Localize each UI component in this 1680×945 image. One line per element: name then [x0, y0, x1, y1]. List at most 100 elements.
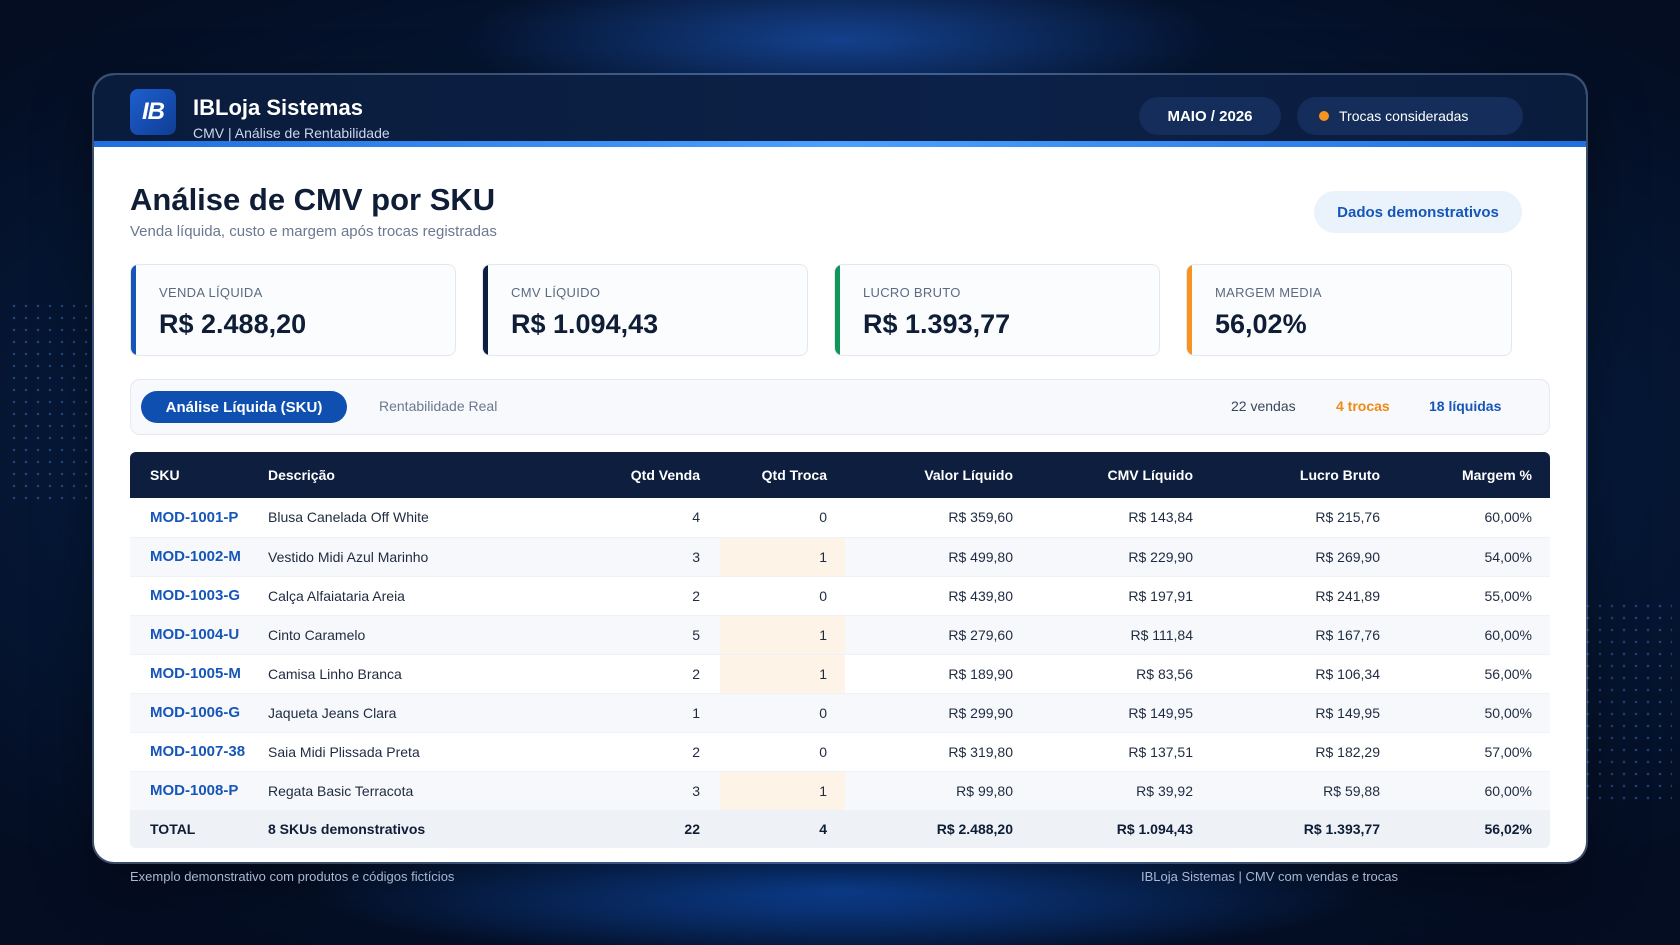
page-title: Análise de CMV por SKU [130, 182, 496, 217]
cell-lucro-bruto: R$ 59,88 [1213, 771, 1400, 811]
table-total-row: TOTAL 8 SKUs demonstrativos 22 4 R$ 2.488,20… [130, 810, 1550, 848]
trocas-status-pill[interactable]: Trocas consideradas [1297, 97, 1523, 135]
cell-descricao: Jaqueta Jeans Clara [264, 693, 570, 733]
cell-qtd-venda: 5 [570, 615, 720, 655]
kpi-card-venda-liquida: VENDA LÍQUIDA R$ 2.488,20 [130, 264, 456, 356]
kpi-accent-bar [131, 265, 136, 355]
cell-sku: TOTAL [130, 810, 264, 848]
cell-valor-liquido: R$ 359,60 [845, 498, 1033, 538]
cell-sku[interactable]: MOD-1005-M [130, 654, 264, 694]
cell-qtd-venda: 1 [570, 693, 720, 733]
sku-table-container: SKU Descrição Qtd Venda Qtd Troca Valor … [130, 452, 1550, 848]
kpi-label: CMV LÍQUIDO [511, 285, 601, 300]
cell-lucro-bruto: R$ 241,89 [1213, 576, 1400, 616]
cell-cmv-liquido: R$ 39,92 [1033, 771, 1213, 811]
tab-rentabilidade-real[interactable]: Rentabilidade Real [379, 398, 498, 414]
footer-disclaimer: Exemplo demonstrativo com produtos e cód… [130, 869, 455, 884]
kpi-card-cmv-liquido: CMV LÍQUIDO R$ 1.094,43 [482, 264, 808, 356]
cell-descricao: Calça Alfaiataria Areia [264, 576, 570, 616]
kpi-label: MARGEM MEDIA [1215, 285, 1322, 300]
cell-margem: 55,00% [1400, 576, 1550, 616]
col-header-qtd-troca[interactable]: Qtd Troca [761, 467, 827, 483]
cell-sku[interactable]: MOD-1002-M [130, 537, 264, 577]
tab-analise-liquida[interactable]: Análise Líquida (SKU) [141, 391, 347, 423]
cell-qtd-venda: 2 [570, 576, 720, 616]
cell-qtd-troca: 1 [720, 771, 845, 811]
kpi-label: VENDA LÍQUIDA [159, 285, 263, 300]
cell-margem: 60,00% [1400, 498, 1550, 538]
col-header-qtd-venda[interactable]: Qtd Venda [630, 467, 700, 483]
table-row[interactable]: MOD-1006-G Jaqueta Jeans Clara 1 0 R$ 299,90… [130, 693, 1550, 733]
col-header-lucro-bruto[interactable]: Lucro Bruto [1299, 467, 1380, 483]
cell-valor-liquido: R$ 2.488,20 [845, 810, 1033, 848]
cell-sku[interactable]: MOD-1007-38 [130, 732, 264, 772]
cell-valor-liquido: R$ 99,80 [845, 771, 1033, 811]
cell-lucro-bruto: R$ 167,76 [1213, 615, 1400, 655]
brand-name: IBLoja Sistemas [193, 95, 363, 120]
table-row[interactable]: MOD-1007-38 Saia Midi Plissada Preta 2 0 R$ … [130, 732, 1550, 772]
dashboard-card: IB IBLoja Sistemas CMV | Análise de Rent… [94, 75, 1586, 862]
cell-descricao: Blusa Canelada Off White [264, 498, 570, 538]
demo-data-badge[interactable]: Dados demonstrativos [1314, 191, 1522, 233]
table-row[interactable]: MOD-1001-P Blusa Canelada Off White 4 0 R$ 3… [130, 498, 1550, 538]
table-row[interactable]: MOD-1002-M Vestido Midi Azul Marinho 3 1 R$ … [130, 537, 1550, 577]
cell-sku[interactable]: MOD-1008-P [130, 771, 264, 811]
footer-credit: IBLoja Sistemas | CMV com vendas e troca… [1141, 869, 1398, 884]
col-header-sku[interactable]: SKU [150, 467, 180, 483]
cell-cmv-liquido: R$ 1.094,43 [1033, 810, 1213, 848]
cell-qtd-venda: 22 [570, 810, 720, 848]
count-trocas: 4 trocas [1336, 398, 1390, 414]
cell-descricao: Vestido Midi Azul Marinho [264, 537, 570, 577]
cell-descricao: Regata Basic Terracota [264, 771, 570, 811]
cell-sku[interactable]: MOD-1006-G [130, 693, 264, 733]
cell-cmv-liquido: R$ 143,84 [1033, 498, 1213, 538]
cell-qtd-venda: 3 [570, 771, 720, 811]
cell-sku[interactable]: MOD-1001-P [130, 498, 264, 538]
brand-subtitle: CMV | Análise de Rentabilidade [193, 125, 390, 141]
cell-descricao: 8 SKUs demonstrativos [264, 810, 570, 848]
cell-qtd-venda: 2 [570, 732, 720, 772]
page-subtitle: Venda líquida, custo e margem após troca… [130, 223, 497, 240]
cell-qtd-troca: 4 [720, 810, 845, 848]
col-header-descricao[interactable]: Descrição [268, 467, 335, 483]
kpi-value: R$ 1.393,77 [863, 309, 1011, 339]
app-header: IB IBLoja Sistemas CMV | Análise de Rent… [94, 75, 1586, 147]
analysis-tabs-bar: Análise Líquida (SKU) Rentabilidade Real… [130, 379, 1550, 435]
cell-lucro-bruto: R$ 106,34 [1213, 654, 1400, 694]
cell-valor-liquido: R$ 499,80 [845, 537, 1033, 577]
cell-lucro-bruto: R$ 149,95 [1213, 693, 1400, 733]
cell-valor-liquido: R$ 319,80 [845, 732, 1033, 772]
cell-cmv-liquido: R$ 83,56 [1033, 654, 1213, 694]
col-header-margem[interactable]: Margem % [1461, 467, 1532, 483]
table-row[interactable]: MOD-1004-U Cinto Caramelo 5 1 R$ 279,60 R$ 11… [130, 615, 1550, 655]
cell-descricao: Camisa Linho Branca [264, 654, 570, 694]
cell-margem: 57,00% [1400, 732, 1550, 772]
cell-margem: 56,02% [1400, 810, 1550, 848]
kpi-value: R$ 2.488,20 [159, 309, 307, 339]
cell-cmv-liquido: R$ 111,84 [1033, 615, 1213, 655]
cell-lucro-bruto: R$ 215,76 [1213, 498, 1400, 538]
col-header-valor-liquido[interactable]: Valor Líquido [924, 467, 1013, 483]
cell-cmv-liquido: R$ 197,91 [1033, 576, 1213, 616]
cell-sku[interactable]: MOD-1003-G [130, 576, 264, 616]
table-row[interactable]: MOD-1003-G Calça Alfaiataria Areia 2 0 R$ 43… [130, 576, 1550, 616]
cell-lucro-bruto: R$ 1.393,77 [1213, 810, 1400, 848]
month-selector-pill[interactable]: MAIO / 2026 [1139, 97, 1281, 135]
kpi-card-margem-media: MARGEM MEDIA 56,02% [1186, 264, 1512, 356]
cell-margem: 60,00% [1400, 771, 1550, 811]
status-dot-icon [1319, 111, 1329, 121]
cell-cmv-liquido: R$ 229,90 [1033, 537, 1213, 577]
cell-qtd-troca: 1 [720, 654, 845, 694]
table-row[interactable]: MOD-1008-P Regata Basic Terracota 3 1 R$ 99,… [130, 771, 1550, 811]
cell-valor-liquido: R$ 439,80 [845, 576, 1033, 616]
brand-logo-icon: IB [130, 89, 176, 135]
cell-lucro-bruto: R$ 182,29 [1213, 732, 1400, 772]
cell-qtd-troca: 1 [720, 537, 845, 577]
col-header-cmv-liquido[interactable]: CMV Líquido [1107, 467, 1193, 483]
cell-qtd-troca: 0 [720, 576, 845, 616]
cell-cmv-liquido: R$ 137,51 [1033, 732, 1213, 772]
cell-qtd-troca: 0 [720, 693, 845, 733]
cell-sku[interactable]: MOD-1004-U [130, 615, 264, 655]
table-row[interactable]: MOD-1005-M Camisa Linho Branca 2 1 R$ 189,90… [130, 654, 1550, 694]
decorative-dots-right [1582, 600, 1672, 800]
